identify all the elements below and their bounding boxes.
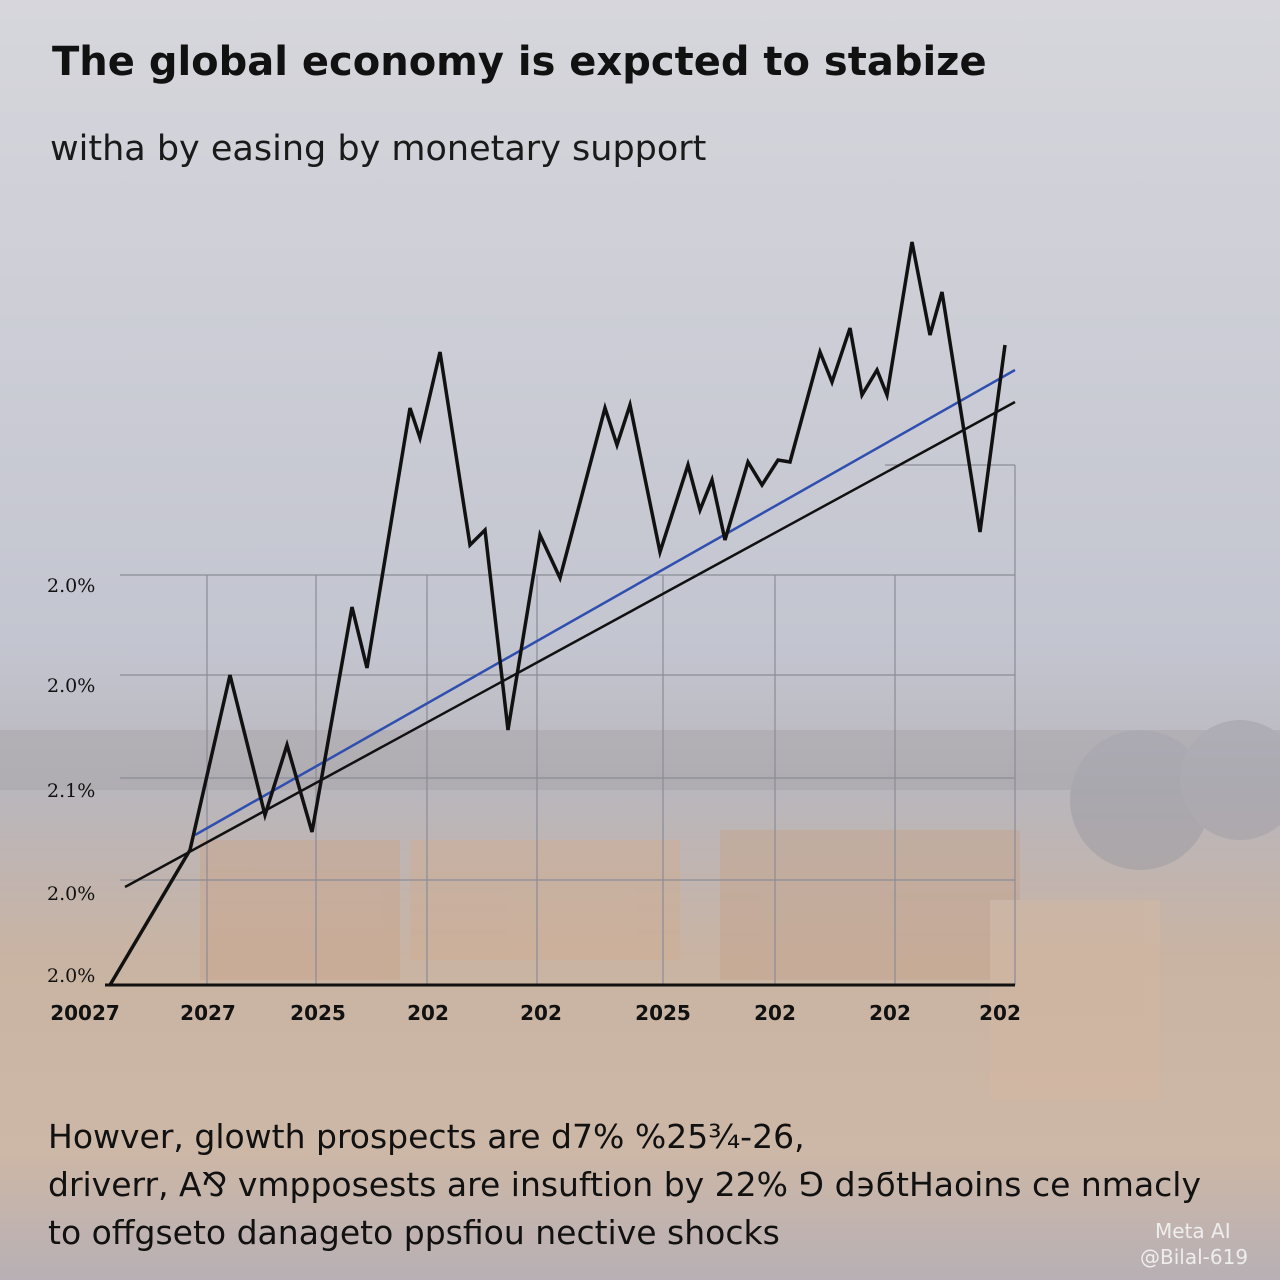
x-label: 20027 (50, 1001, 120, 1025)
x-label: 202 (869, 1001, 911, 1025)
x-label: 202 (754, 1001, 796, 1025)
subtitle: witha by easing by monetary support (50, 129, 706, 169)
x-label: 202 (520, 1001, 562, 1025)
y-label: 2.0% (47, 883, 95, 905)
footer-line: Howver, glowth prospects are d7% %25¾-26… (48, 1117, 805, 1156)
y-label: 2.0% (47, 675, 95, 697)
x-label: 202 (407, 1001, 449, 1025)
city-silhouette (0, 720, 1280, 1100)
y-label: 2.0% (47, 575, 95, 597)
y-label: 2.0% (47, 965, 95, 987)
footer-line: to offgseto danageto ppsfiou nective sho… (48, 1213, 780, 1252)
watermark: Meta AI (1155, 1219, 1231, 1243)
black-trend (124, 400, 1016, 889)
x-label: 2025 (635, 1001, 691, 1025)
y-label: 2.1% (47, 780, 95, 802)
footer-line: driverr, A⅋ vmpposests are insuftion by … (48, 1165, 1201, 1204)
x-label: 202 (979, 1001, 1021, 1025)
grid (120, 464, 1016, 985)
title: The global economy is expcted to stabize (52, 39, 987, 85)
zigzag-line (108, 241, 1007, 986)
x-label: 2025 (290, 1001, 346, 1025)
watermark: @Bilal-619 (1140, 1245, 1248, 1269)
x-label: 2027 (180, 1001, 236, 1025)
blue-trend (194, 368, 1016, 837)
